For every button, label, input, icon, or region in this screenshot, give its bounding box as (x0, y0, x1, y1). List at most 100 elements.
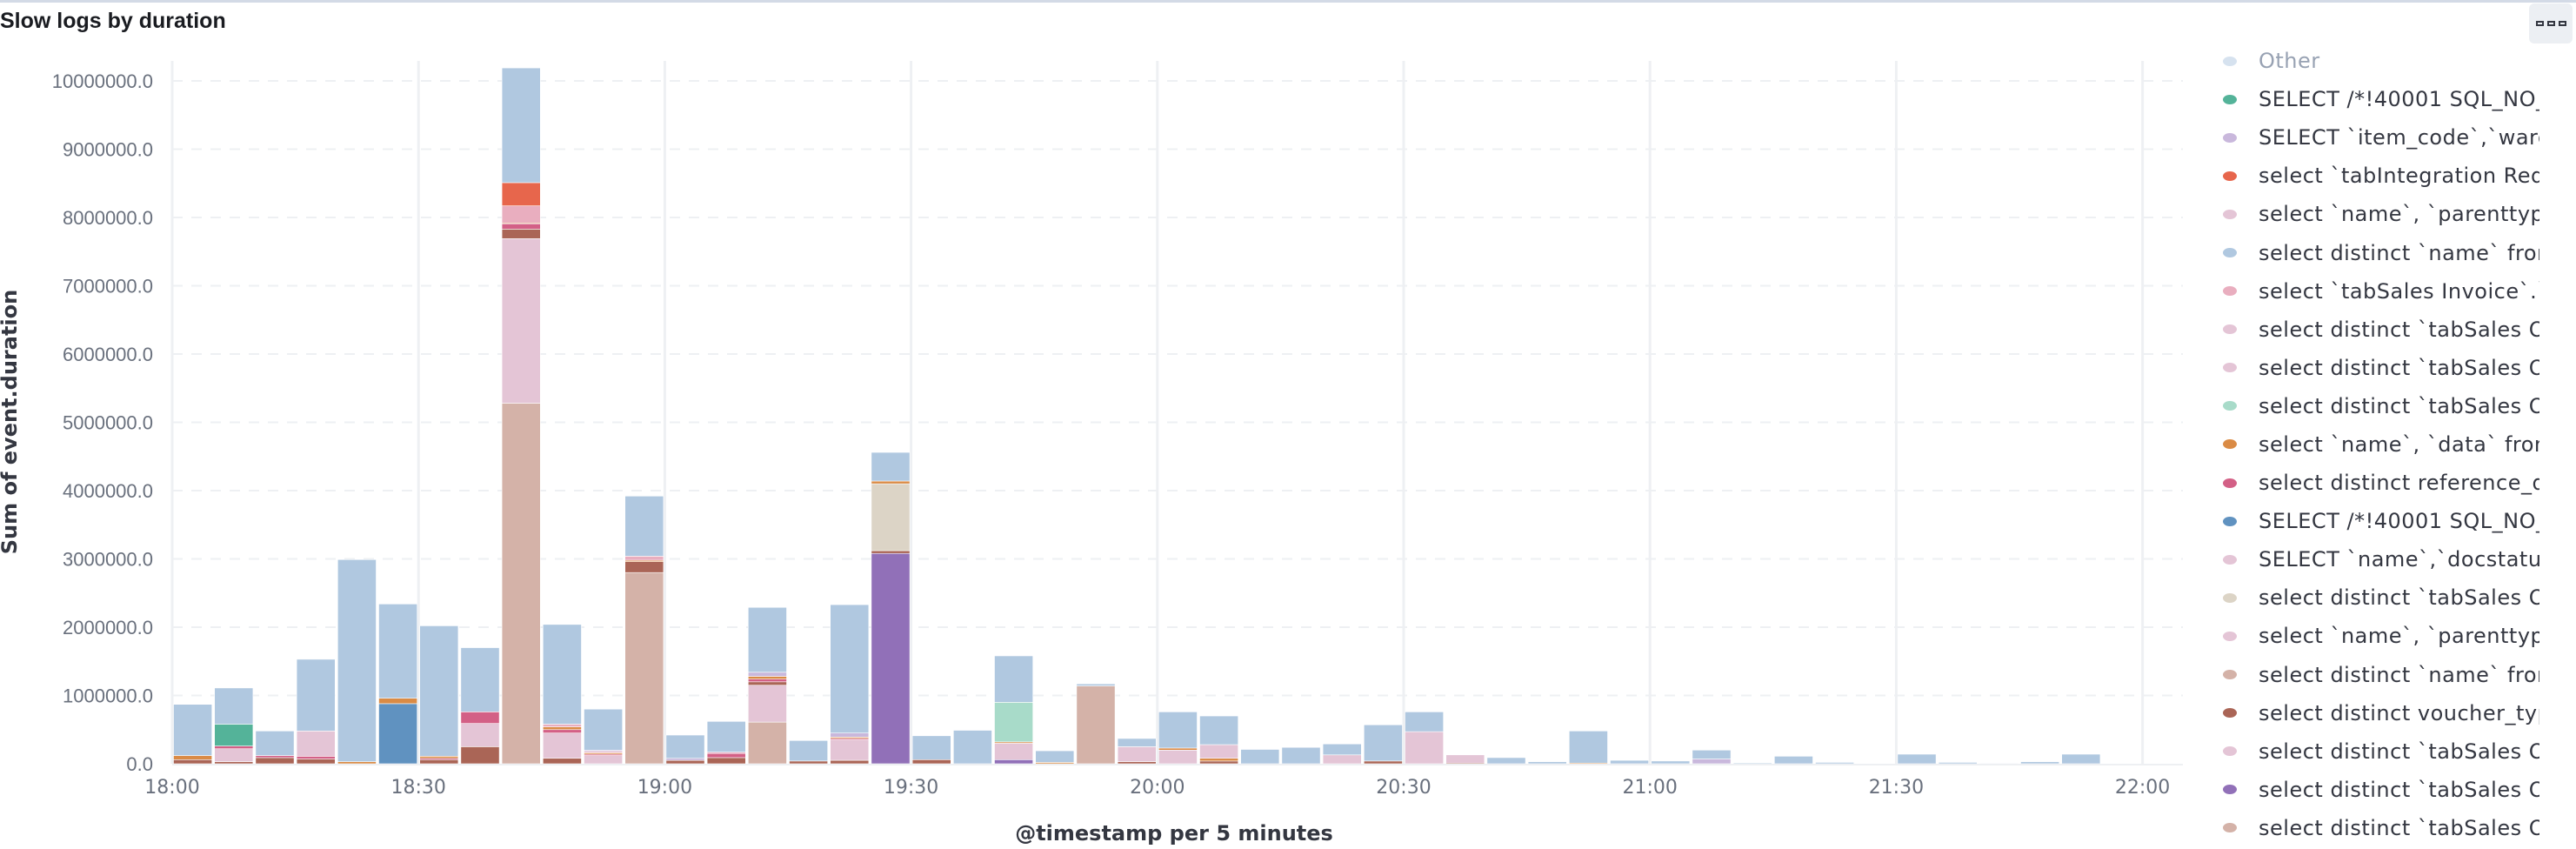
legend-item[interactable]: select `name`, `parenttype`... (2209, 195, 2539, 233)
legend-item[interactable]: select distinct `tabSales Ord... (2209, 771, 2539, 809)
bar-segment (460, 746, 500, 765)
y-tick-label: 7000000.0 (63, 276, 153, 297)
legend-item[interactable]: SELECT `name`,`docstatus`,... (2209, 540, 2539, 578)
legend-item[interactable]: select distinct reference_doc... (2209, 464, 2539, 502)
legend-item[interactable]: select distinct `name` from ... (2209, 656, 2539, 694)
legend-item[interactable]: select distinct `tabSales Ord... (2209, 732, 2539, 771)
legend-item[interactable]: SELECT /*!40001 SQL_NO_C... (2209, 80, 2539, 118)
bar-segment (871, 480, 911, 485)
bar-segment (501, 238, 541, 404)
bar-segment (911, 735, 951, 760)
bar-segment (296, 759, 336, 765)
legend-item[interactable]: Other (2209, 50, 2539, 80)
bar-segment (1117, 746, 1157, 762)
x-tick-label: 18:30 (390, 777, 445, 799)
legend-color-dot-icon (2223, 478, 2237, 488)
bar-segment (1897, 753, 1937, 765)
bar-segment (1364, 724, 1403, 762)
legend-item-label: select distinct `tabSales Ord... (2259, 585, 2539, 611)
legend-item[interactable]: select distinct `tabSales Ord... (2209, 387, 2539, 425)
bar-segment (542, 732, 582, 759)
panel-top-border (0, 0, 2576, 3)
bar-segment (419, 756, 459, 759)
legend-item[interactable]: SELECT /*!40001 SQL_NO_C... (2209, 502, 2539, 540)
bar-segment (624, 495, 664, 557)
bar-segment (214, 745, 254, 750)
bar-segment (994, 655, 1034, 703)
legend-item-label: select `name`, `parenttype`... (2259, 624, 2539, 649)
legend-color-dot-icon (2223, 324, 2237, 335)
y-tick-label: 6000000.0 (63, 344, 153, 365)
legend-item-label: select distinct `tabSales Ord... (2259, 815, 2539, 840)
panel-options-button[interactable] (2529, 3, 2573, 43)
legend-color-dot-icon (2223, 746, 2237, 757)
bar-segment (994, 702, 1034, 743)
bar-segment (1281, 746, 1321, 765)
legend-item-label: select `tabIntegration Reque... (2259, 164, 2539, 189)
bar-segment (501, 229, 541, 239)
legend-item[interactable]: select distinct `tabSales Ord... (2209, 578, 2539, 617)
bar-segment (214, 748, 254, 762)
legend-color-dot-icon (2223, 286, 2237, 297)
chart-legend[interactable]: Other SELECT /*!40001 SQL_NO_C... SELECT `… (2209, 50, 2539, 849)
bar-segment (214, 761, 254, 765)
bar-segment (542, 726, 582, 731)
bar-segment (296, 731, 336, 757)
x-tick-label: 22:00 (2115, 777, 2170, 799)
bar-segment (830, 732, 870, 738)
y-tick-label: 2000000.0 (63, 617, 153, 638)
bar-segment (706, 757, 746, 765)
legend-item[interactable]: select `name`, `data` from `... (2209, 425, 2539, 464)
legend-item[interactable]: select distinct `tabSales Ord... (2209, 349, 2539, 387)
bar-segment (584, 755, 624, 765)
bar-segment (173, 759, 213, 765)
legend-color-dot-icon (2223, 554, 2237, 565)
legend-item-label: Other (2259, 50, 2320, 74)
bar-segment (501, 223, 541, 230)
bar-segment (911, 759, 951, 765)
bar-segment (1076, 683, 1116, 686)
legend-item[interactable]: select `tabIntegration Reque... (2209, 157, 2539, 195)
legend-color-dot-icon (2223, 401, 2237, 411)
legend-color-dot-icon (2223, 592, 2237, 603)
bar-segment (1117, 738, 1157, 747)
panel-title: Slow logs by duration (0, 9, 226, 33)
legend-item-label: select `tabSales Invoice`.`na... (2259, 278, 2539, 304)
bar-segment (1199, 715, 1239, 745)
bar-segment (255, 731, 295, 756)
y-tick-label: 9000000.0 (63, 139, 153, 161)
bar-segment (255, 757, 295, 765)
bar-segment (460, 647, 500, 712)
legend-item[interactable]: select distinct voucher_type ... (2209, 694, 2539, 732)
legend-item[interactable]: select `tabSales Invoice`.`na... (2209, 272, 2539, 311)
bar-segment (1158, 712, 1198, 749)
legend-item[interactable]: select distinct `name` from ... (2209, 233, 2539, 271)
bar-segment (296, 756, 336, 759)
bar-segment (1486, 757, 1526, 765)
bar-segment (378, 604, 418, 699)
legend-item[interactable]: select distinct `tabSales Ord... (2209, 809, 2539, 847)
bar-segment (1651, 760, 1691, 765)
bar-segment (337, 558, 377, 762)
bar-segment (1117, 761, 1157, 765)
bar-segment (1199, 758, 1239, 762)
bar-segment (1405, 712, 1445, 732)
legend-color-dot-icon (2223, 94, 2237, 104)
legend-item[interactable]: SELECT `item_code`,`wareh... (2209, 118, 2539, 157)
bar-segment (255, 755, 295, 759)
bar-segment (665, 734, 705, 759)
square-icon (2535, 21, 2544, 26)
bar-segment (747, 679, 787, 683)
legend-item-label: select distinct voucher_type ... (2259, 700, 2539, 725)
legend-item-label: select distinct `tabSales Ord... (2259, 317, 2539, 342)
y-tick-label: 1000000.0 (63, 685, 153, 707)
legend-color-dot-icon (2223, 785, 2237, 795)
bar-segment (1692, 759, 1732, 765)
bar-segment (830, 759, 870, 765)
bar-segment (1364, 760, 1403, 765)
legend-item[interactable]: select distinct `tabSales Ord... (2209, 311, 2539, 349)
bar-segment (1199, 744, 1239, 759)
bar-segment (1405, 731, 1445, 765)
legend-item[interactable]: select `name`, `parenttype`... (2209, 617, 2539, 655)
